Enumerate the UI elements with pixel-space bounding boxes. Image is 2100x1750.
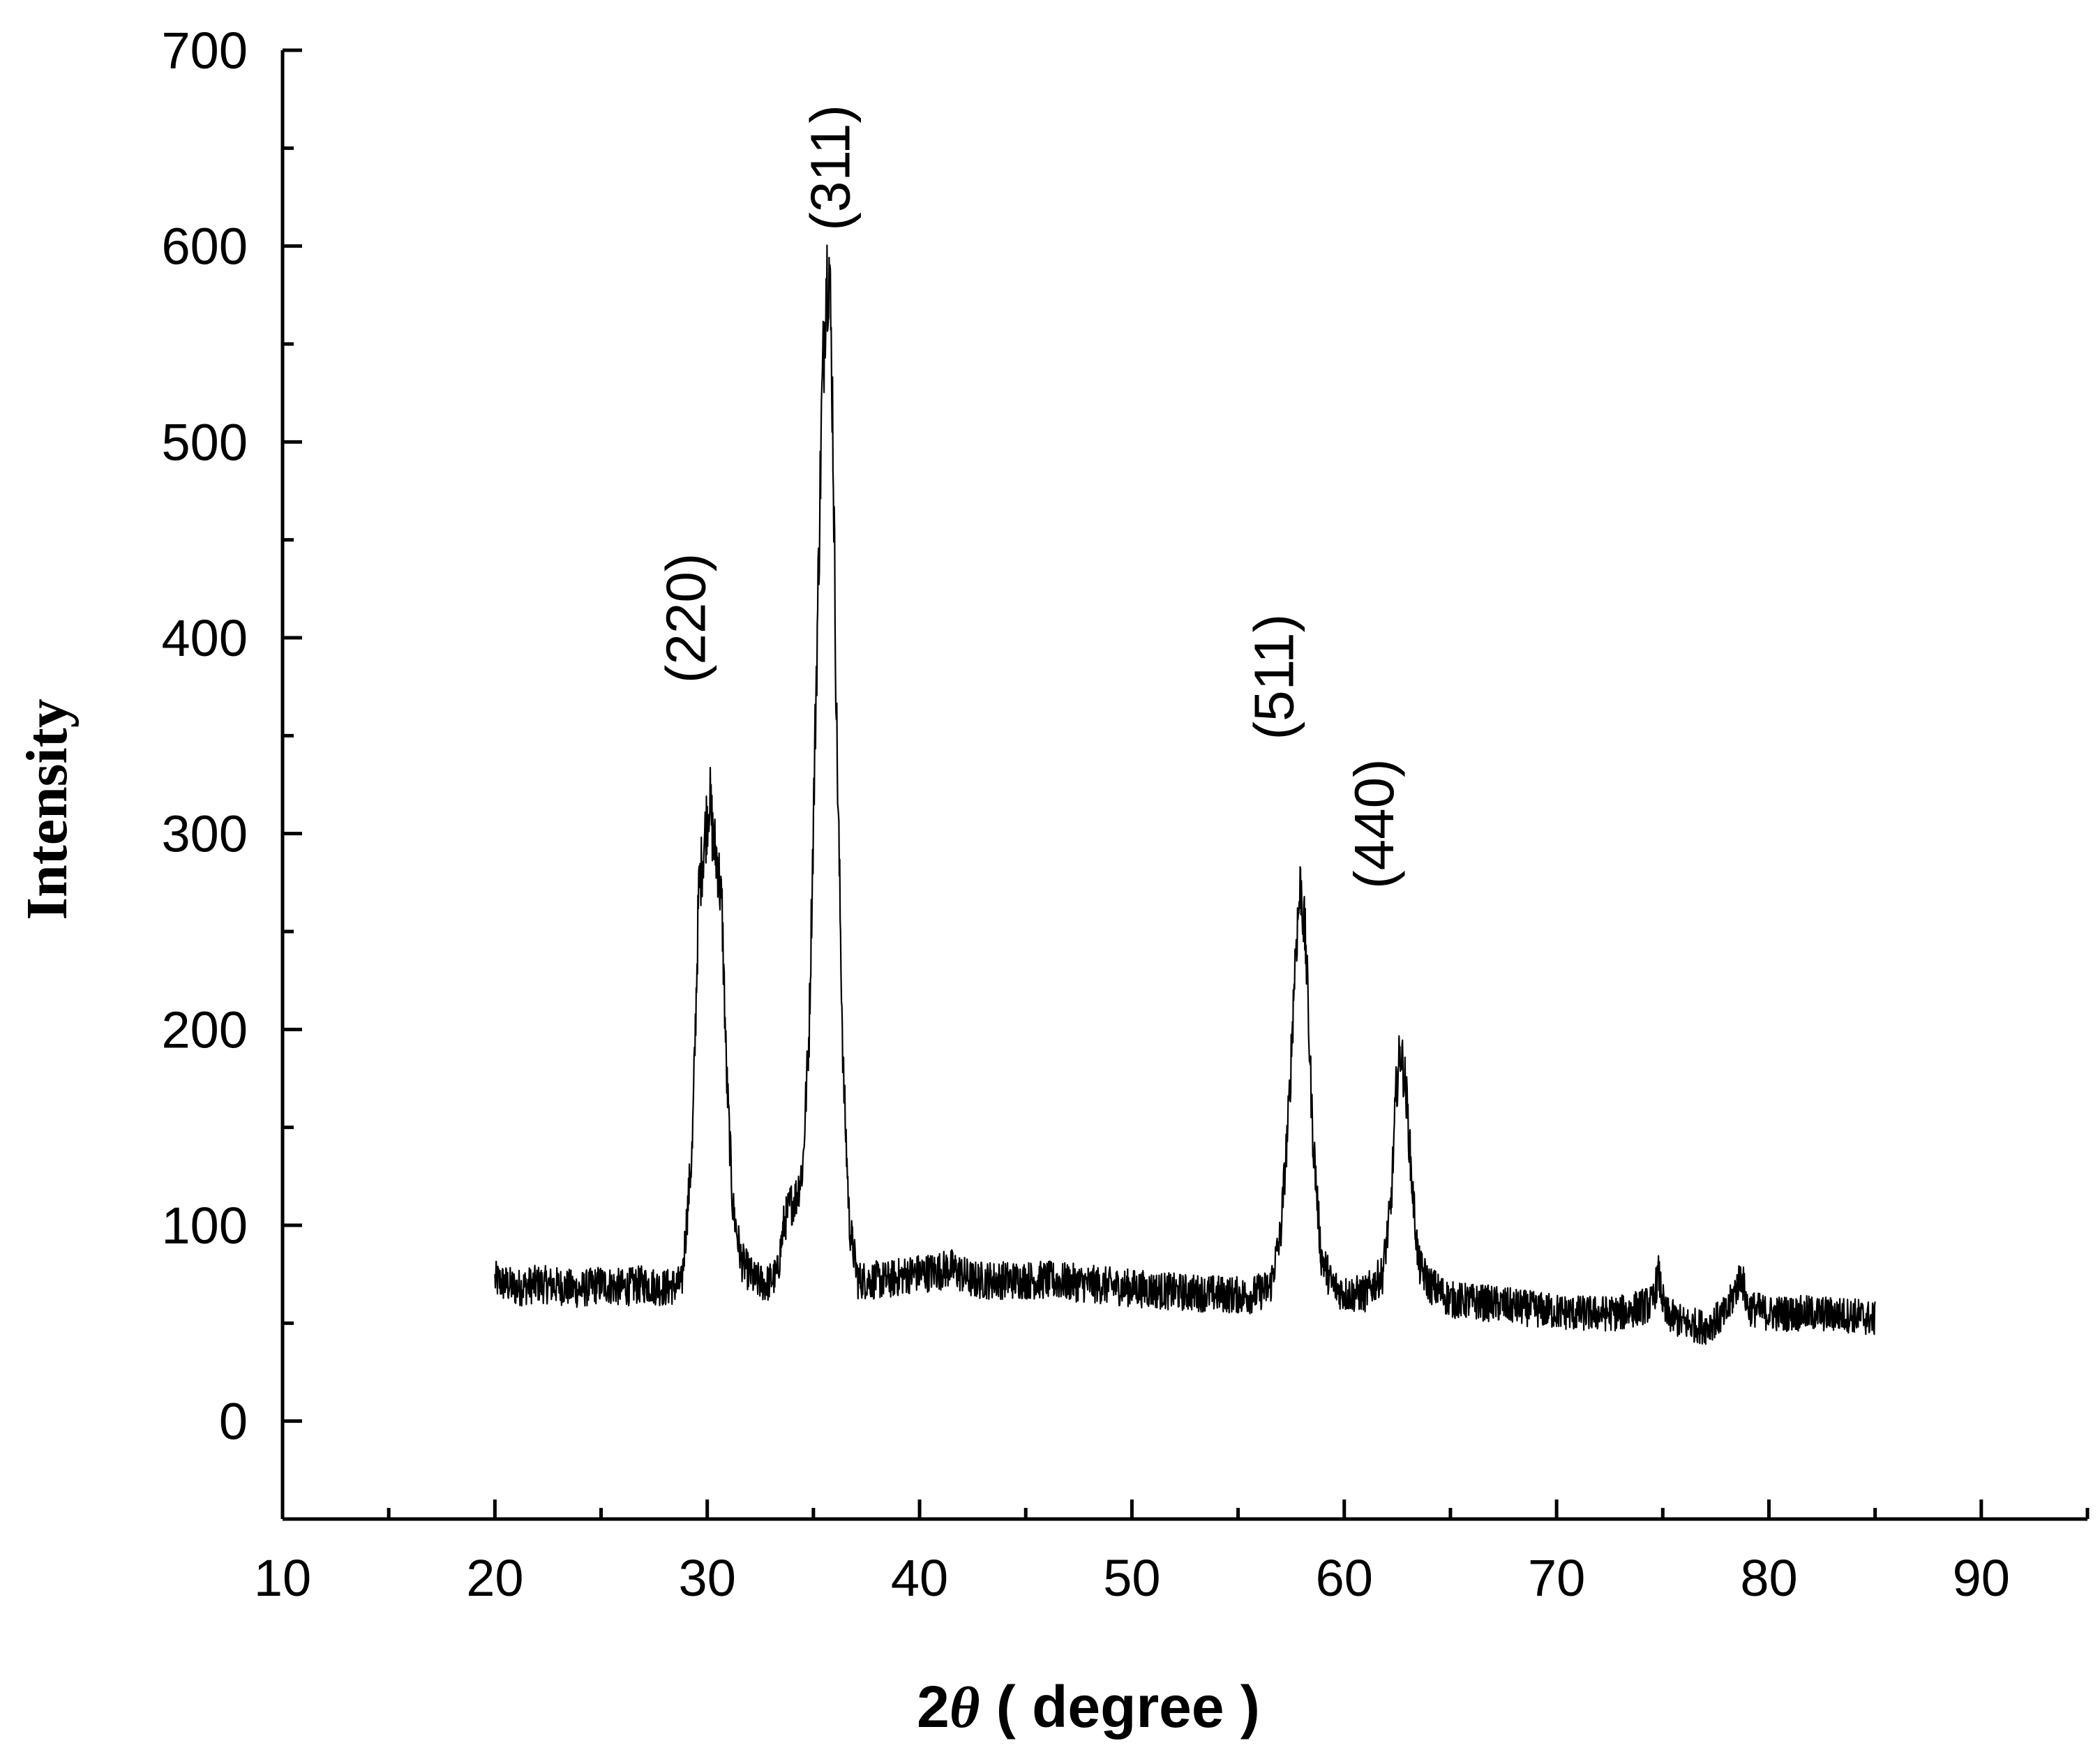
x-tick-label: 90 (1953, 1549, 2010, 1607)
y-tick-label: 600 (162, 218, 248, 276)
y-tick-label: 300 (162, 805, 248, 863)
x-axis-label-suffix: ( degree ) (980, 1674, 1259, 1740)
x-axis-label-prefix: 2 (917, 1674, 950, 1740)
x-tick-label: 50 (1103, 1549, 1160, 1607)
x-tick-label: 10 (254, 1549, 311, 1607)
y-tick-label: 500 (162, 413, 248, 471)
peak-label: (440) (1343, 758, 1405, 889)
series-line-intensity (494, 244, 1876, 1345)
y-tick-label: 700 (162, 22, 248, 80)
y-tick-label: 0 (219, 1393, 248, 1451)
peak-label: (220) (655, 553, 717, 684)
peak-annotations: (220) (311) (511) (440) (655, 105, 1405, 889)
x-tick-label: 20 (466, 1549, 523, 1607)
x-tick-label: 40 (891, 1549, 948, 1607)
x-axis-label-theta: θ (950, 1675, 980, 1740)
x-tick-label: 80 (1740, 1549, 1797, 1607)
y-tick-label: 100 (162, 1197, 248, 1255)
ticks-layer: 0 100 200 300 400 500 600 700 10 20 30 40 50 60 70 80 90 (162, 22, 2090, 1607)
y-axis-label: Intensity (15, 698, 80, 920)
x-tick-label: 70 (1528, 1549, 1585, 1607)
x-axis-label: 2θ ( degree ) (917, 1674, 1260, 1740)
x-tick-label: 60 (1316, 1549, 1373, 1607)
y-tick-label: 200 (162, 1001, 248, 1059)
y-tick-label: 400 (162, 609, 248, 667)
peak-label: (511) (1243, 614, 1305, 740)
x-tick-label: 30 (679, 1549, 736, 1607)
peak-label: (311) (800, 105, 862, 231)
